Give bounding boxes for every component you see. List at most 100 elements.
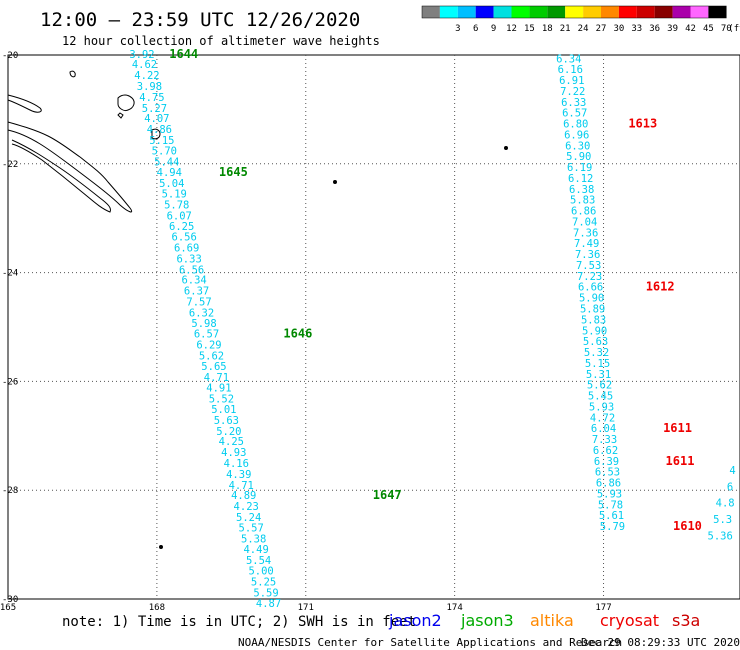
legend-swatch bbox=[547, 6, 566, 18]
wave-height-value: 5.20 bbox=[216, 426, 241, 438]
wave-height-value: 4 bbox=[729, 465, 735, 477]
wave-height-value: 5.70 bbox=[152, 146, 177, 158]
footer-timestamp: Dec 29 08:29:33 UTC 2020 bbox=[581, 636, 740, 649]
pass-time-label: 1613 bbox=[628, 117, 657, 131]
wave-height-value: 5.36 bbox=[708, 530, 733, 542]
wave-height-value: 6.33 bbox=[176, 253, 201, 265]
wave-height-value: 6.86 bbox=[596, 478, 621, 490]
wave-height-value: 4.07 bbox=[144, 113, 169, 125]
pass-time-label: 1612 bbox=[646, 280, 675, 294]
legend-swatch bbox=[475, 6, 494, 18]
wave-height-value: 5.61 bbox=[599, 510, 624, 522]
wave-height-value: 6.69 bbox=[174, 243, 199, 255]
wave-height-value: 7.36 bbox=[573, 227, 598, 239]
wave-height-value: 6.62 bbox=[593, 445, 618, 457]
wave-height-value: 6.12 bbox=[568, 173, 593, 185]
wave-height-value: 4.49 bbox=[243, 544, 268, 556]
legend-swatch bbox=[636, 6, 655, 18]
wave-height-value: 5.93 bbox=[589, 401, 614, 413]
wave-height-value: 5.25 bbox=[251, 577, 276, 589]
wave-height-value: 5.90 bbox=[579, 293, 604, 305]
wave-height-value: 5.98 bbox=[191, 318, 216, 330]
wave-height-value: 5.59 bbox=[253, 587, 278, 599]
legend-unit: (ft) bbox=[728, 24, 740, 34]
wave-height-value: 5.04 bbox=[159, 178, 184, 190]
legend-label: 70 bbox=[721, 24, 732, 34]
legend-swatch bbox=[511, 6, 530, 18]
wave-height-value: 3.92 bbox=[129, 49, 154, 61]
wave-height-value: 7.04 bbox=[572, 216, 597, 228]
legend-label: 9 bbox=[491, 24, 496, 34]
wave-height-value: 4.86 bbox=[147, 124, 172, 136]
wave-height-value: 5.32 bbox=[584, 347, 609, 359]
wave-height-value: 5.15 bbox=[149, 135, 174, 147]
wave-height-value: 4.8 bbox=[716, 498, 735, 510]
wave-height-value: 6.32 bbox=[189, 307, 214, 319]
wave-height-value: 7.49 bbox=[574, 238, 599, 250]
wave-height-value: 6.96 bbox=[564, 129, 589, 141]
x-tick-label: 171 bbox=[298, 603, 314, 613]
wave-height-value: 7.53 bbox=[576, 260, 601, 272]
legend-label: 18 bbox=[542, 24, 553, 34]
footer-note: note: 1) Time is in UTC; 2) SWH is in fe… bbox=[62, 614, 416, 630]
wave-height-value: 6.39 bbox=[594, 456, 619, 468]
wave-height-value: 6.57 bbox=[562, 108, 587, 120]
legend-label: 39 bbox=[667, 24, 678, 34]
legend-swatch bbox=[493, 6, 512, 18]
pass-time-label: 1610 bbox=[673, 519, 702, 533]
x-tick-label: 168 bbox=[149, 603, 165, 613]
legend-swatch bbox=[690, 6, 709, 18]
wave-height-value: 5.19 bbox=[162, 189, 187, 201]
page-subtitle: 12 hour collection of altimeter wave hei… bbox=[62, 34, 380, 48]
axis-ticks: 165 168 171 174 177 -20 -22 -24 -26 -28 -30 bbox=[0, 51, 612, 613]
wave-height-value: 4.91 bbox=[206, 382, 231, 394]
wave-height-value: 5.63 bbox=[583, 336, 608, 348]
y-tick-label: -22 bbox=[2, 160, 18, 170]
satellite-name-s3a: s3a bbox=[672, 611, 700, 630]
wave-height-value: 5.79 bbox=[600, 521, 625, 533]
coastline-new-caledonia bbox=[7, 70, 508, 549]
pass-time-label: 1611 bbox=[666, 454, 695, 468]
pass-time-label: 1647 bbox=[373, 488, 402, 502]
x-tick-label: 177 bbox=[595, 603, 611, 613]
wave-height-value: 5.89 bbox=[580, 304, 605, 316]
wave-height-value: 5.44 bbox=[154, 157, 179, 169]
satellite-name-jason2: jason2 bbox=[388, 611, 442, 630]
wave-height-value: 6.33 bbox=[561, 97, 586, 109]
track-s3a: 4 6 4.8 5.3 5.36 bbox=[708, 465, 736, 542]
wave-height-value: 5.52 bbox=[209, 393, 234, 405]
legend-label: 45 bbox=[703, 24, 714, 34]
wave-height-value: 5.93 bbox=[597, 488, 622, 500]
wave-height-value: 6.34 bbox=[556, 53, 581, 65]
wave-height-value: 5.15 bbox=[585, 358, 610, 370]
wave-height-value: 5.45 bbox=[588, 391, 613, 403]
pass-time-label: 1611 bbox=[663, 421, 692, 435]
wave-height-value: 5.65 bbox=[201, 361, 226, 373]
satellite-legend: jason2 jason3 altika cryosat s3a bbox=[388, 611, 700, 630]
wave-height-value: 6.07 bbox=[167, 210, 192, 222]
wave-height-value: 4.87 bbox=[256, 598, 281, 610]
legend-swatch bbox=[618, 6, 637, 18]
wave-height-value: 5.90 bbox=[582, 325, 607, 337]
pass-time-label: 1646 bbox=[283, 327, 312, 341]
legend-label: 12 bbox=[506, 24, 517, 34]
wave-height-value: 6.25 bbox=[169, 221, 194, 233]
legend-label: 42 bbox=[685, 24, 696, 34]
y-tick-label: -30 bbox=[2, 595, 18, 605]
legend-swatch bbox=[439, 6, 458, 18]
wave-height-value: 5.78 bbox=[598, 499, 623, 511]
x-tick-label: 174 bbox=[447, 603, 463, 613]
wave-height-value: 5.90 bbox=[566, 151, 591, 163]
page-title: 12:00 – 23:59 UTC 12/26/2020 bbox=[40, 9, 360, 31]
wave-height-value: 6.57 bbox=[194, 329, 219, 341]
legend-label: 27 bbox=[596, 24, 607, 34]
wave-height-value: 4.72 bbox=[590, 412, 615, 424]
legend-swatch bbox=[672, 6, 691, 18]
legend-label: 6 bbox=[473, 24, 478, 34]
wave-height-value: 6.86 bbox=[571, 206, 596, 218]
wave-height-value: 6.56 bbox=[179, 264, 204, 276]
wave-height-value: 5.62 bbox=[587, 380, 612, 392]
wave-height-value: 3.98 bbox=[137, 81, 162, 93]
